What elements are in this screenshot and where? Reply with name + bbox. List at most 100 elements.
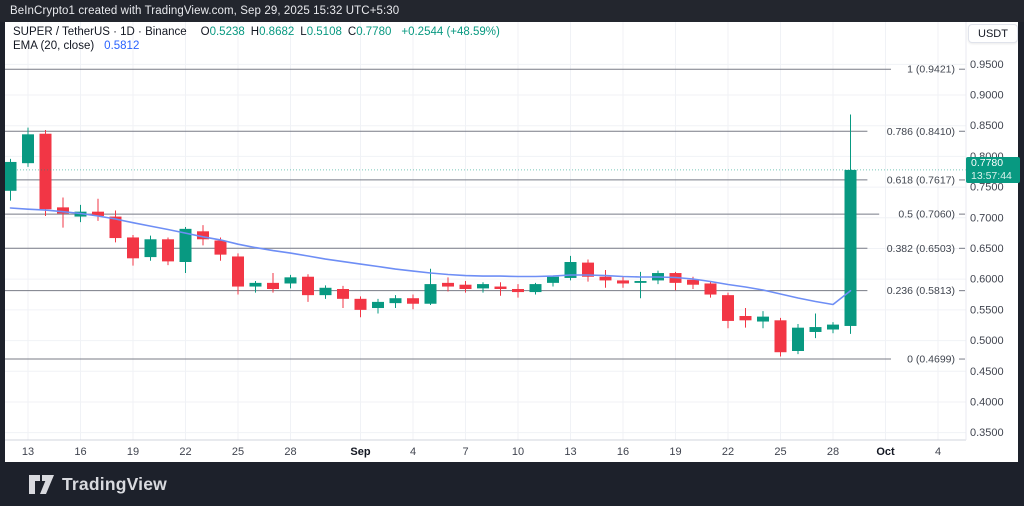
price-tick-label: 0.6000 [970, 274, 1004, 286]
time-tick-label: 22 [722, 446, 734, 458]
price-tick-label: 0.4000 [970, 396, 1004, 408]
ohlc-key: H [250, 26, 260, 38]
tradingview-logo[interactable]: TradingView [29, 474, 167, 495]
candle-body [582, 262, 594, 277]
candle-body [197, 231, 209, 240]
price-tick-label: 0.3500 [970, 427, 1004, 439]
candle-body [162, 239, 174, 262]
time-tick-label: 16 [617, 446, 629, 458]
last-price-value: 0.7780 [971, 156, 1004, 169]
candle-body [844, 169, 857, 326]
time-scale[interactable]: 13 16 19 22 25 28 Sep 4 7 10 13 16 19 22 25 28 Oct 4 [22, 446, 941, 458]
time-tick-label: 25 [774, 446, 786, 458]
ohlc-value: 0.8682 [259, 26, 295, 38]
candle-body [57, 207, 69, 214]
candle-body [792, 327, 804, 351]
candle-body [424, 284, 437, 304]
candle-body [109, 216, 122, 239]
candle-body [267, 282, 279, 290]
ema-line [9, 207, 852, 306]
candle-body [512, 289, 524, 293]
time-tick-label: 16 [74, 446, 86, 458]
fib-label: 0.382 (0.6503) [887, 243, 955, 255]
price-tick-label: 0.7000 [970, 212, 1004, 224]
tradingview-wordmark: TradingView [62, 473, 167, 494]
currency-button[interactable]: USDT [968, 24, 1018, 43]
price-tick-label: 0.7500 [970, 182, 1004, 194]
chart-panel: 1 (0.9421) 0.786 (0.8410) 0.618 (0.7617) 0.… [5, 22, 1020, 462]
time-tick-label: 25 [232, 446, 244, 458]
candle-body [319, 287, 332, 296]
candle-body [617, 280, 629, 284]
candle-body [354, 298, 367, 310]
candle-body [5, 161, 17, 191]
price-chart-canvas[interactable]: 1 (0.9421) 0.786 (0.8410) 0.618 (0.7617) 0.… [5, 22, 1018, 462]
time-tick-label: 4 [935, 446, 941, 458]
change-value: +0.2544 (+48.59%) [401, 26, 500, 38]
price-tick-label: 0.4500 [970, 366, 1004, 378]
price-scale[interactable]: 0.95000.90000.85000.80000.75000.70000.65… [970, 59, 1004, 439]
ohlc-key: C [347, 26, 357, 38]
indicator-value: 0.5812 [104, 40, 140, 52]
candle-body [687, 279, 699, 285]
candle-body [564, 261, 577, 278]
gridlines [5, 22, 966, 440]
ohlc-value: 0.5108 [306, 26, 342, 38]
time-tick-label: 13 [22, 446, 34, 458]
candle-body [127, 237, 139, 259]
candle-body [337, 289, 349, 299]
candle-body [179, 228, 192, 262]
ohlc-key: O [200, 26, 210, 38]
candle-body [249, 282, 262, 287]
candle-body [774, 320, 787, 353]
candle-body [809, 327, 822, 332]
time-tick-label: Oct [876, 446, 895, 458]
candle-body [22, 134, 34, 164]
candle-body [739, 316, 752, 321]
time-tick-label: 10 [512, 446, 524, 458]
candle-body [232, 256, 244, 287]
candle-body [372, 301, 384, 309]
candle-body [827, 324, 839, 330]
indicator-label[interactable]: EMA (20, close) [13, 40, 95, 52]
header-bar: BeInCrypto1 created with TradingView.com… [0, 0, 1024, 22]
candle-body [92, 211, 104, 216]
ohlc-value: 0.7780 [356, 26, 392, 38]
candle-body [442, 282, 454, 287]
ohlc-values: O0.5238 H0.8682 L0.5108 C0.7780 [195, 25, 392, 39]
candle-body [302, 276, 314, 296]
fib-label: 0.786 (0.8410) [887, 126, 955, 138]
candle-body [407, 298, 419, 304]
header-attribution: BeInCrypto1 created with TradingView.com… [10, 5, 400, 17]
price-tick-label: 0.8500 [970, 120, 1004, 132]
fib-retracement: 1 (0.9421) 0.786 (0.8410) 0.618 (0.7617) 0.… [5, 64, 965, 366]
candle-body [284, 277, 297, 284]
candle-body [459, 284, 472, 290]
last-price-badge: 0.7780 13:57:44 [966, 156, 1020, 183]
candle-body [529, 284, 542, 293]
candle-body [599, 276, 612, 281]
candle-body [634, 281, 647, 283]
time-tick-label: Sep [350, 446, 370, 458]
indicator-row: EMA (20, close) 0.5812 [13, 39, 500, 53]
fib-label: 0 (0.4699) [907, 354, 955, 366]
time-tick-label: 28 [827, 446, 839, 458]
bar-countdown: 13:57:44 [971, 169, 1012, 182]
fib-label: 1 (0.9421) [907, 64, 955, 76]
candle-body [704, 283, 717, 295]
price-tick-label: 0.9000 [970, 90, 1004, 102]
candle-series [5, 114, 857, 357]
time-tick-label: 19 [669, 446, 681, 458]
candle-body [757, 316, 769, 322]
candle-body [389, 298, 402, 304]
candle-body [547, 276, 559, 283]
chart-legend: SUPER / TetherUS · 1D · Binance O0.5238 H… [13, 25, 500, 53]
price-tick-label: 0.5500 [970, 304, 1004, 316]
symbol-title[interactable]: SUPER / TetherUS · 1D · Binance [13, 26, 187, 38]
time-tick-label: 7 [462, 446, 468, 458]
ohlc-key: L [300, 26, 307, 38]
time-tick-label: 28 [284, 446, 296, 458]
time-tick-label: 19 [127, 446, 139, 458]
footer-bar: TradingView [0, 462, 1024, 506]
time-tick-label: 22 [179, 446, 191, 458]
